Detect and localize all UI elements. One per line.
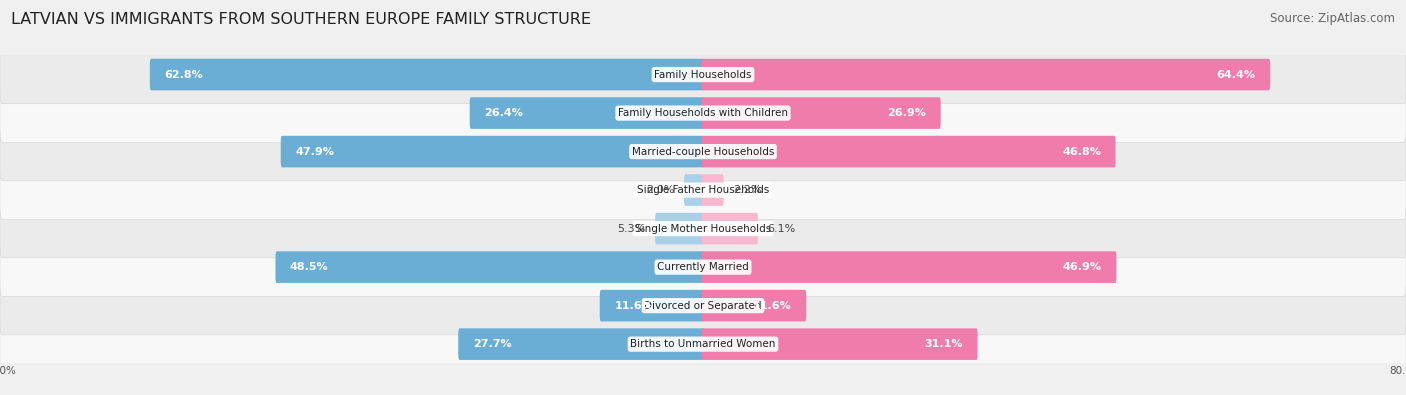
FancyBboxPatch shape (702, 328, 977, 360)
FancyBboxPatch shape (458, 328, 704, 360)
FancyBboxPatch shape (0, 199, 1406, 258)
Text: 27.7%: 27.7% (472, 339, 512, 349)
FancyBboxPatch shape (0, 238, 1406, 296)
Text: 47.9%: 47.9% (295, 147, 335, 156)
Text: 26.4%: 26.4% (484, 108, 523, 118)
Text: 11.6%: 11.6% (754, 301, 792, 310)
FancyBboxPatch shape (600, 290, 704, 322)
Text: 62.8%: 62.8% (165, 70, 202, 79)
FancyBboxPatch shape (685, 174, 704, 206)
Text: Divorced or Separated: Divorced or Separated (644, 301, 762, 310)
Text: 2.0%: 2.0% (647, 185, 675, 195)
FancyBboxPatch shape (702, 97, 941, 129)
FancyBboxPatch shape (655, 213, 704, 245)
Text: Single Father Households: Single Father Households (637, 185, 769, 195)
Text: Currently Married: Currently Married (657, 262, 749, 272)
Text: Source: ZipAtlas.com: Source: ZipAtlas.com (1270, 12, 1395, 25)
FancyBboxPatch shape (0, 161, 1406, 219)
Text: LATVIAN VS IMMIGRANTS FROM SOUTHERN EUROPE FAMILY STRUCTURE: LATVIAN VS IMMIGRANTS FROM SOUTHERN EURO… (11, 12, 592, 27)
FancyBboxPatch shape (702, 290, 806, 322)
Text: 6.1%: 6.1% (768, 224, 796, 233)
FancyBboxPatch shape (281, 136, 704, 167)
Text: Married-couple Households: Married-couple Households (631, 147, 775, 156)
FancyBboxPatch shape (276, 251, 704, 283)
FancyBboxPatch shape (702, 59, 1270, 90)
FancyBboxPatch shape (702, 251, 1116, 283)
Text: Family Households: Family Households (654, 70, 752, 79)
Text: 11.6%: 11.6% (614, 301, 652, 310)
FancyBboxPatch shape (0, 84, 1406, 142)
Text: 46.8%: 46.8% (1062, 147, 1101, 156)
FancyBboxPatch shape (0, 315, 1406, 373)
Text: 31.1%: 31.1% (925, 339, 963, 349)
Text: 46.9%: 46.9% (1063, 262, 1102, 272)
FancyBboxPatch shape (702, 174, 724, 206)
Text: 2.2%: 2.2% (733, 185, 762, 195)
Text: Family Households with Children: Family Households with Children (619, 108, 787, 118)
Text: 64.4%: 64.4% (1216, 70, 1256, 79)
FancyBboxPatch shape (470, 97, 704, 129)
FancyBboxPatch shape (0, 276, 1406, 335)
FancyBboxPatch shape (0, 45, 1406, 104)
Legend: Latvian, Immigrants from Southern Europe: Latvian, Immigrants from Southern Europe (550, 391, 856, 395)
FancyBboxPatch shape (0, 122, 1406, 181)
FancyBboxPatch shape (150, 59, 704, 90)
Text: 5.3%: 5.3% (617, 224, 645, 233)
FancyBboxPatch shape (702, 213, 758, 245)
Text: 48.5%: 48.5% (290, 262, 329, 272)
Text: Births to Unmarried Women: Births to Unmarried Women (630, 339, 776, 349)
Text: 26.9%: 26.9% (887, 108, 927, 118)
FancyBboxPatch shape (702, 136, 1115, 167)
Text: Single Mother Households: Single Mother Households (636, 224, 770, 233)
